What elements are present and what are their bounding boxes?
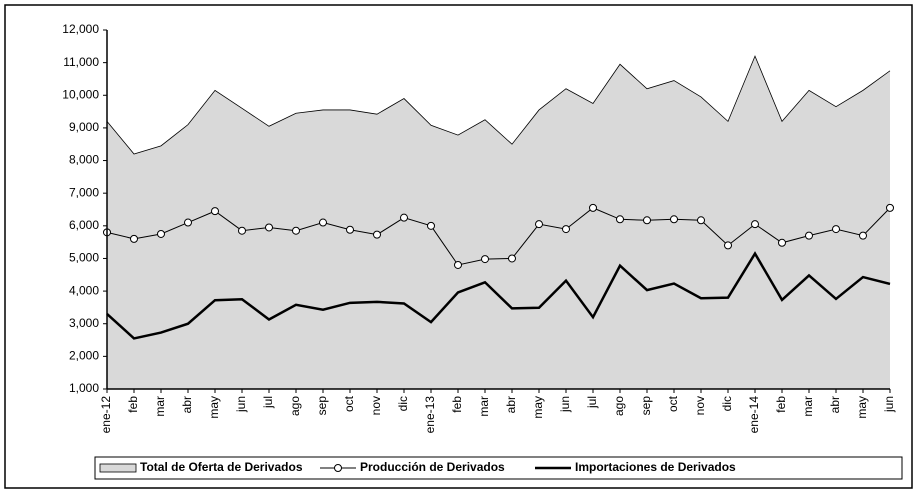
marker	[535, 220, 543, 229]
marker	[616, 215, 624, 224]
x-tick-label: ene-13	[423, 396, 437, 434]
legend-swatch	[99, 463, 137, 473]
x-tick-label: abr	[504, 396, 518, 413]
y-tick-label: 1,000	[69, 381, 99, 395]
y-tick-label: 9,000	[69, 120, 99, 134]
x-tick-label: ago	[612, 396, 626, 416]
marker	[346, 225, 354, 234]
area-edge	[106, 55, 891, 155]
marker	[724, 241, 732, 250]
marker	[832, 225, 840, 234]
y-tick-label: 5,000	[69, 251, 99, 265]
legend-label: Importaciones de Derivados	[575, 460, 736, 474]
x-tick-label: nov	[369, 396, 383, 415]
x-tick-label: mar	[153, 396, 167, 417]
x-tick-label: abr	[828, 396, 842, 413]
marker	[859, 231, 867, 240]
marker	[238, 226, 246, 235]
line	[106, 251, 891, 340]
marker	[778, 238, 786, 247]
legend-marker	[334, 464, 342, 472]
marker	[319, 218, 327, 227]
x-tick-label: feb	[126, 396, 140, 413]
marker	[697, 216, 705, 225]
x-tick-label: may	[855, 396, 869, 419]
marker	[481, 255, 489, 264]
y-tick-label: 10,000	[62, 87, 99, 101]
marker	[130, 234, 138, 243]
x-tick-label: sep	[315, 396, 329, 416]
x-tick-label: dic	[720, 396, 734, 411]
x-tick-label: ene-12	[99, 396, 113, 434]
x-tick-label: jun	[558, 396, 572, 413]
legend-label: Producción de Derivados	[360, 460, 505, 474]
marker	[211, 207, 219, 216]
marker	[265, 223, 273, 232]
x-tick-label: ene-14	[747, 396, 761, 434]
marker	[292, 226, 300, 235]
legend-label: Total de Oferta de Derivados	[140, 460, 303, 474]
y-tick-label: 8,000	[69, 153, 99, 167]
marker	[670, 215, 678, 224]
marker	[751, 220, 759, 229]
x-tick-label: sep	[639, 396, 653, 416]
x-tick-label: abr	[180, 396, 194, 413]
y-tick-label: 12,000	[62, 22, 99, 36]
x-tick-label: jun	[234, 396, 248, 413]
marker	[373, 230, 381, 239]
x-tick-label: may	[531, 396, 545, 419]
marker	[562, 225, 570, 234]
x-tick-label: feb	[774, 396, 788, 413]
y-tick-label: 11,000	[63, 55, 99, 69]
x-tick-label: mar	[477, 396, 491, 417]
marker	[184, 218, 192, 227]
x-tick-label: oct	[666, 395, 680, 412]
marker	[805, 231, 813, 240]
x-tick-label: ago	[288, 396, 302, 416]
y-tick-label: 6,000	[69, 218, 99, 232]
x-tick-label: jul	[585, 396, 599, 409]
marker	[508, 254, 516, 263]
x-tick-label: jul	[261, 396, 275, 409]
y-tick-label: 3,000	[69, 316, 99, 330]
y-tick-label: 7,000	[69, 185, 99, 199]
marker	[886, 203, 894, 212]
y-tick-label: 2,000	[69, 349, 99, 363]
x-tick-label: may	[207, 396, 221, 419]
x-tick-label: oct	[342, 395, 356, 412]
y-tick-label: 4,000	[69, 283, 99, 297]
x-tick-label: feb	[450, 396, 464, 413]
marker	[400, 213, 408, 222]
x-tick-label: nov	[693, 396, 707, 415]
x-tick-label: mar	[801, 396, 815, 417]
marker	[643, 216, 651, 225]
marker	[157, 229, 165, 238]
line	[106, 207, 891, 266]
marker	[427, 221, 435, 230]
x-tick-label: jun	[882, 396, 896, 413]
legend-box	[94, 456, 903, 480]
marker	[589, 203, 597, 212]
x-tick-label: dic	[396, 396, 410, 411]
marker	[454, 260, 462, 269]
